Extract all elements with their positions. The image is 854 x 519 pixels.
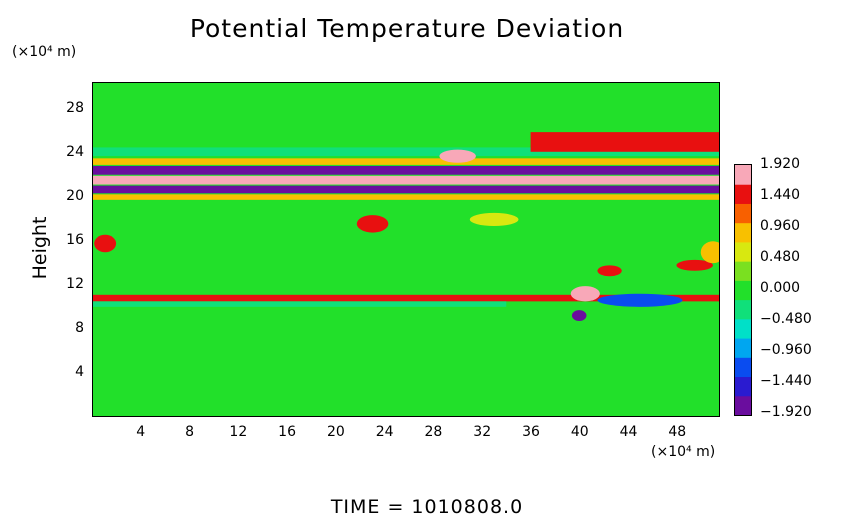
heatmap-feature-3	[93, 194, 719, 200]
colorbar-label: −1.440	[760, 373, 812, 389]
colorbar-segment	[735, 357, 751, 378]
colorbar-segment	[735, 241, 751, 262]
heatmap-field	[93, 83, 719, 416]
colorbar-label: 1.920	[760, 156, 801, 172]
x-tick-label: 24	[375, 424, 394, 440]
heatmap-feature-14	[94, 234, 117, 253]
x-tick-label: 48	[668, 424, 687, 440]
heatmap-feature-8	[93, 301, 507, 307]
colorbar-label: −0.960	[760, 342, 812, 358]
colorbar-segment	[735, 222, 751, 243]
colorbar-segment	[735, 280, 751, 301]
y-axis-unit: (×10⁴ m)	[12, 44, 77, 60]
x-tick-label: 40	[570, 424, 589, 440]
y-tick-label: 28	[66, 100, 84, 117]
colorbar-label: 0.960	[760, 218, 801, 234]
heatmap-feature-16	[700, 241, 719, 264]
y-tick-label: 8	[75, 320, 84, 337]
colorbar-segment	[735, 318, 751, 339]
heatmap-feature-17	[439, 149, 476, 163]
heatmap-feature-18	[469, 212, 519, 227]
x-tick-label: 16	[278, 424, 296, 440]
y-tick-label: 12	[66, 276, 84, 293]
heatmap-feature-10	[597, 293, 683, 307]
x-tick-label: 4	[136, 424, 146, 440]
heatmap-feature-1	[93, 175, 719, 185]
colorbar	[734, 164, 752, 416]
colorbar-label: −1.920	[760, 404, 812, 420]
x-tick-label: 36	[522, 424, 540, 440]
colorbar-segment	[735, 395, 751, 415]
heatmap-plot-area	[92, 82, 720, 417]
heatmap-feature-4	[93, 158, 719, 165]
colorbar-segment	[735, 184, 751, 204]
heatmap-feature-9	[570, 286, 600, 302]
y-tick-label: 16	[66, 232, 84, 249]
colorbar-segment	[735, 338, 751, 358]
chart-title: Potential Temperature Deviation	[189, 14, 625, 43]
heatmap-feature-5	[93, 147, 719, 157]
y-tick-label: 20	[66, 188, 84, 205]
x-axis-unit: (×10⁴ m)	[651, 444, 716, 460]
heatmap-feature-12	[597, 265, 622, 277]
y-tick-label: 4	[75, 364, 84, 381]
heatmap-feature-0	[93, 185, 719, 194]
colorbar-label: 0.000	[760, 280, 801, 296]
heatmap-feature-6	[530, 132, 719, 152]
colorbar-segment	[735, 261, 751, 281]
x-tick-label: 44	[619, 424, 638, 440]
x-tick-label: 28	[424, 424, 443, 440]
x-tick-label: 12	[229, 424, 248, 440]
heatmap-feature-13	[676, 259, 713, 271]
heatmap-feature-11	[571, 310, 587, 322]
y-tick-label: 24	[66, 144, 84, 161]
colorbar-segment	[735, 299, 751, 320]
heatmap-feature-2	[93, 165, 719, 175]
x-tick-label: 32	[473, 424, 492, 440]
colorbar-segment	[735, 376, 751, 397]
x-tick-label: 20	[326, 424, 345, 440]
colorbar-segment	[735, 203, 751, 224]
colorbar-label: 1.440	[760, 187, 801, 203]
heatmap-feature-7	[93, 294, 719, 302]
heatmap-feature-15	[356, 215, 389, 233]
colorbar-segment	[735, 165, 751, 185]
time-readout: TIME = 1010808.0	[330, 496, 524, 518]
colorbar-label: −0.480	[760, 311, 812, 327]
colorbar-label: 0.480	[760, 249, 801, 265]
x-tick-label: 8	[185, 424, 194, 440]
